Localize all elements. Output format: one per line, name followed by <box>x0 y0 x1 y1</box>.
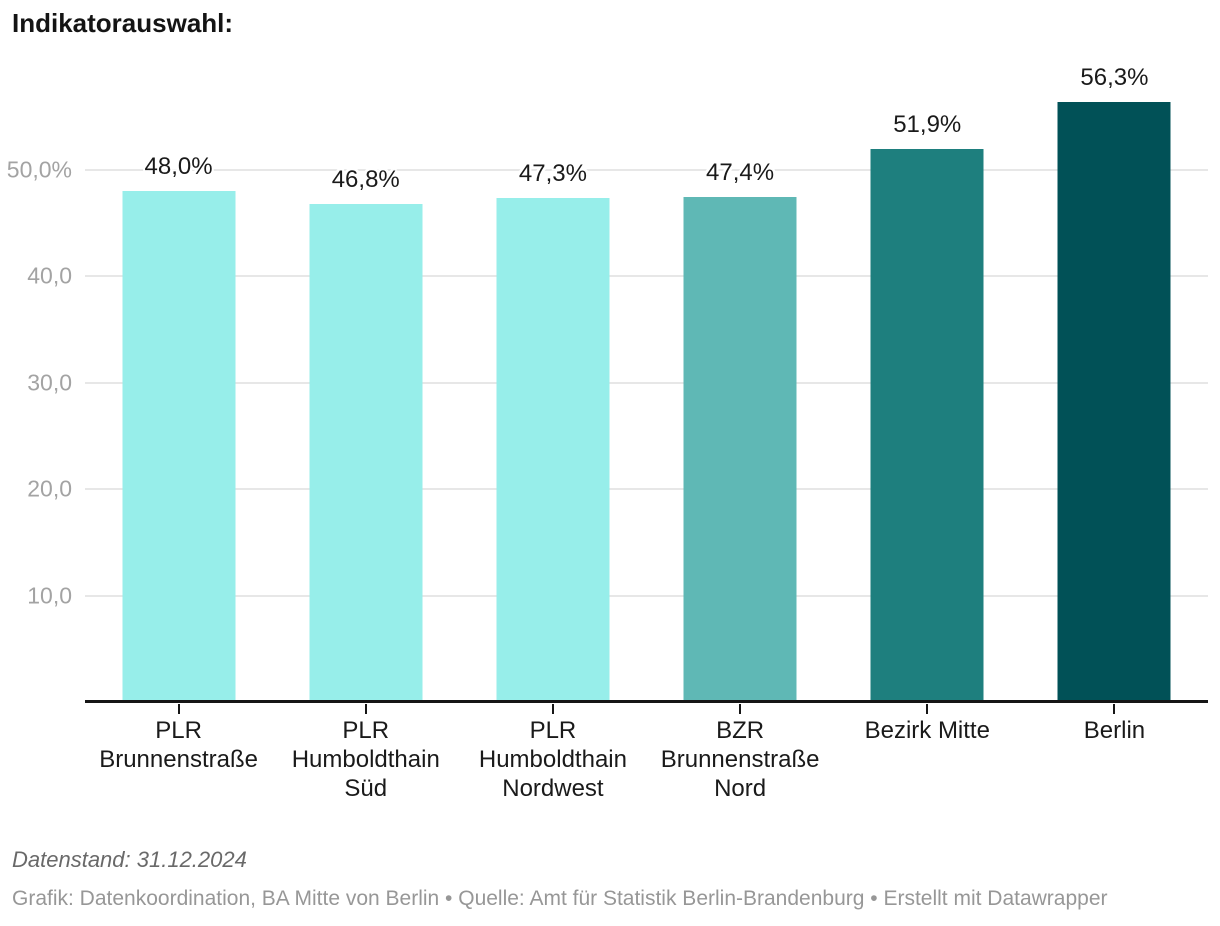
bar-1[interactable] <box>122 190 236 702</box>
bar-6[interactable] <box>1057 102 1171 702</box>
x-axis-tick <box>926 704 929 714</box>
data-status-note: Datenstand: 31.12.2024 <box>12 847 247 872</box>
bar-value-label: 47,4% <box>706 159 775 187</box>
x-axis-tick <box>551 704 554 714</box>
credits-line: Grafik: Datenkoordination, BA Mitte von … <box>12 887 1108 910</box>
bar-value-label: 56,3% <box>1080 64 1149 92</box>
gridline <box>85 381 1208 384</box>
y-axis-tick-label: 20,0 <box>27 475 72 502</box>
x-axis-category-label: PLR Humboldthain Nordwest <box>478 717 627 802</box>
y-axis-tick-label: 50,0% <box>6 156 72 182</box>
y-axis-tick-label: 40,0 <box>27 262 72 289</box>
bar-column: 51,9% <box>834 63 1021 714</box>
bar-2[interactable] <box>309 203 423 702</box>
bar-column: 56,3% <box>1021 63 1208 714</box>
x-axis-tick <box>364 704 367 714</box>
bar-value-label: 48,0% <box>144 152 213 180</box>
x-axis-category-label: PLR Humboldthain Süd <box>291 717 440 802</box>
bar-column: 47,3% <box>459 63 646 714</box>
bar-chart-plot-area: 50,0% 40,0 30,0 20,0 10,0 48,0% 46,8% 47,3% 47,4… <box>7 63 1208 714</box>
x-axis-label-row: PLR Brunnenstraße PLR Humboldthain Süd PLR… <box>85 716 1208 803</box>
x-axis-category-label: PLR Brunnenstraße <box>99 717 258 773</box>
bar-value-label: 47,3% <box>518 160 587 188</box>
chart-title: Indikatorauswahl: <box>12 8 234 38</box>
bar-4[interactable] <box>683 197 797 702</box>
bar-column: 47,4% <box>647 63 834 714</box>
x-axis-category-label: BZR Brunnenstraße Nord <box>660 717 820 802</box>
bar-column: 46,8% <box>272 63 459 714</box>
gridline <box>85 168 1208 171</box>
x-axis-tick <box>1113 704 1116 714</box>
bar-column: 48,0% <box>85 63 272 714</box>
bar-value-label: 51,9% <box>893 111 962 139</box>
x-axis-tick <box>177 704 180 714</box>
bar-3[interactable] <box>496 198 610 702</box>
y-axis-tick-label: 30,0 <box>27 369 72 395</box>
gridline <box>85 275 1208 278</box>
gridline <box>85 594 1208 597</box>
x-axis-tick <box>739 704 742 714</box>
x-axis-baseline <box>85 700 1208 703</box>
bar-value-label: 46,8% <box>331 165 400 193</box>
gridline <box>85 488 1208 491</box>
bar-5[interactable] <box>870 149 984 702</box>
y-axis-tick-label: 10,0 <box>27 582 72 608</box>
x-axis-category-label: Berlin <box>1083 717 1146 744</box>
x-axis-category-label: Bezirk Mitte <box>864 717 990 744</box>
